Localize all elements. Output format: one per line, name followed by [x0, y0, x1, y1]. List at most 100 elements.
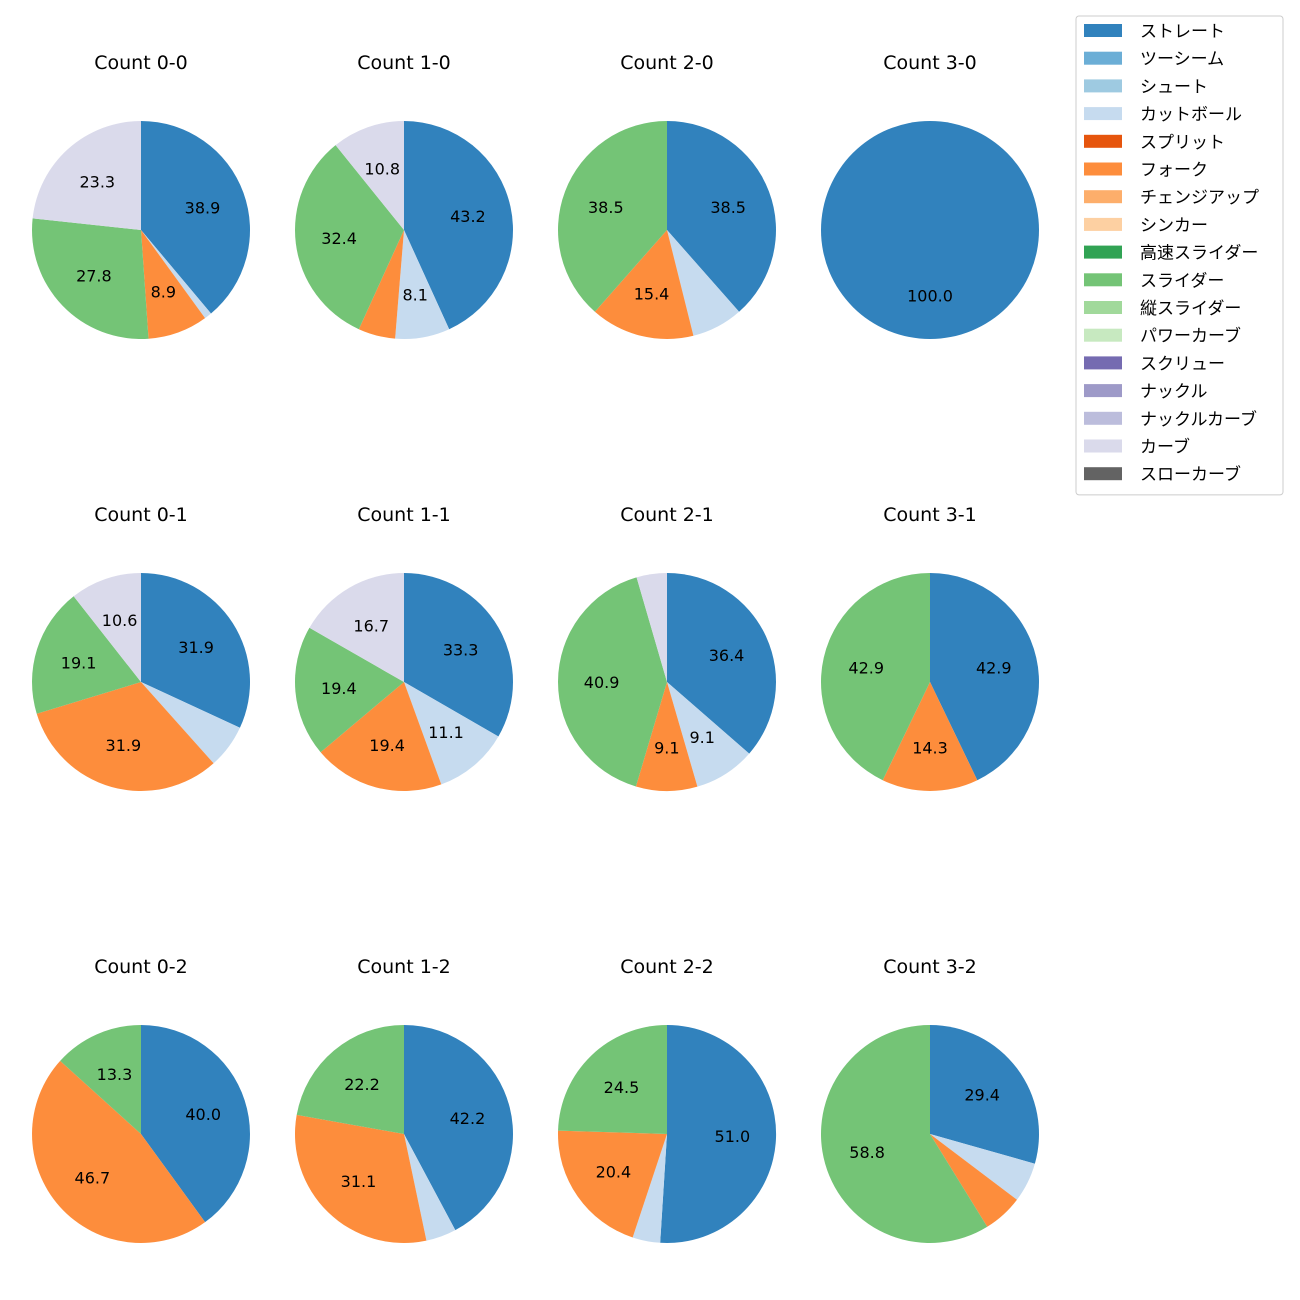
slice-label: 20.4 [596, 1162, 632, 1181]
pie-title: Count 0-2 [94, 956, 188, 978]
slice-label: 38.5 [588, 198, 624, 217]
pie-slice [558, 1025, 667, 1134]
pie-slice [404, 1134, 456, 1241]
pie-slice [395, 230, 450, 340]
pie-title: Count 2-2 [620, 956, 714, 978]
slice-label: 19.1 [61, 653, 97, 672]
legend-swatch [1084, 134, 1122, 148]
slice-label: 10.6 [102, 611, 138, 630]
pie-slice [32, 1060, 206, 1243]
slice-label: 40.0 [185, 1105, 221, 1124]
legend-label: 縦スライダー [1140, 299, 1241, 319]
legend-label: ナックル [1140, 382, 1208, 402]
pie-slice [558, 577, 667, 787]
slice-label: 43.2 [450, 207, 486, 226]
legend-label: スクリュー [1140, 354, 1225, 374]
pie-slice [558, 121, 667, 312]
slice-label: 42.9 [848, 658, 884, 677]
pie-slice [141, 1025, 250, 1223]
legend-label: スライダー [1140, 271, 1224, 291]
legend: ストレートツーシームシュートカットボールスプリットフォークチェンジアップシンカー… [1075, 15, 1284, 496]
pie-title: Count 2-1 [620, 504, 714, 526]
pie-slice [820, 573, 930, 781]
pie-slice [320, 682, 442, 792]
slice-label: 23.3 [79, 172, 115, 191]
pie-title: Count 3-0 [883, 52, 977, 74]
slice-label: 19.4 [369, 736, 405, 755]
pie-12: Count 3-2 29.4 58.8 [820, 956, 1039, 1243]
slice-label: 51.0 [715, 1127, 751, 1146]
pie-slice [667, 121, 776, 312]
legend-swatch [1084, 384, 1122, 398]
pie-slice [141, 573, 251, 728]
slice-label: 42.9 [976, 658, 1012, 677]
slice-label: 100.0 [907, 286, 953, 305]
slice-label: 58.8 [849, 1143, 885, 1162]
pie-slice [667, 682, 750, 787]
pie-slice [882, 682, 978, 792]
slice-label: 36.4 [709, 646, 745, 665]
slice-label: 40.9 [584, 673, 620, 692]
pie-10: Count 1-2 42.2 31.1 22.2 [294, 956, 514, 1244]
slice-label: 19.4 [321, 679, 357, 698]
pie-slice [660, 1025, 777, 1243]
legend-label: 高速スライダー [1140, 244, 1258, 264]
pie-slice [404, 121, 513, 330]
pie-title: Count 1-1 [357, 504, 451, 526]
pie-slice [295, 145, 404, 330]
pie-slice [141, 230, 212, 319]
pie-slice [594, 230, 694, 339]
legend-swatch [1084, 328, 1122, 342]
pie-slice [296, 1025, 404, 1134]
legend-swatch [1084, 356, 1122, 370]
pie-1: Count 0-0 38.9 8.9 27.8 23.3 [31, 52, 251, 340]
pie-title: Count 1-2 [357, 956, 451, 978]
pie-slice [141, 682, 240, 764]
legend-frame [1075, 15, 1284, 496]
slice-label: 42.2 [450, 1109, 486, 1128]
legend-swatch [1084, 217, 1122, 231]
legend-swatch [1084, 245, 1122, 259]
pie-6: Count 1-1 33.3 11.1 19.4 19.4 16.7 [294, 504, 514, 792]
legend-swatch [1084, 79, 1122, 93]
legend-swatch [1084, 107, 1122, 121]
pie-slice [309, 573, 404, 682]
legend-swatch [1084, 51, 1122, 65]
pie-slice [404, 573, 514, 737]
pie-slice [358, 230, 404, 339]
slice-label: 38.5 [710, 198, 746, 217]
legend-label: スローカーブ [1140, 464, 1241, 485]
pies-group: Count 0-0 38.9 8.9 27.8 23.3 Count 1-0 43.2 8.1… [31, 52, 1040, 1244]
pie-title: Count 3-1 [883, 504, 977, 526]
legend-label: シュート [1140, 77, 1208, 97]
slice-label: 22.2 [344, 1075, 380, 1094]
pie-slice [821, 121, 1039, 339]
pie-11: Count 2-2 51.0 20.4 24.5 [557, 956, 777, 1243]
legend-swatch [1084, 162, 1122, 176]
slice-label: 11.1 [428, 723, 464, 742]
slice-label: 33.3 [443, 640, 479, 659]
legend-label: チェンジアップ [1140, 188, 1259, 208]
slice-label: 15.4 [634, 285, 670, 304]
legend-label: スプリット [1140, 133, 1225, 153]
legend-label: ストレート [1140, 22, 1225, 42]
legend-label: ツーシーム [1140, 50, 1224, 70]
legend-label: カットボール [1140, 105, 1242, 125]
pie-slice [557, 1130, 667, 1238]
pie-slice [36, 682, 214, 792]
slice-label: 16.7 [353, 616, 389, 635]
pie-slice [335, 121, 404, 230]
pie-2: Count 1-0 43.2 8.1 32.4 10.8 [295, 52, 513, 340]
slice-label: 38.9 [185, 199, 221, 218]
pie-slice [32, 596, 141, 714]
pie-title: Count 2-0 [620, 52, 714, 74]
legend-swatch [1084, 411, 1122, 425]
legend-swatch [1084, 24, 1122, 37]
pie-slice [294, 627, 404, 753]
slice-label: 9.1 [654, 738, 679, 757]
pie-title: Count 3-2 [883, 956, 977, 978]
pie-slice [930, 1025, 1039, 1164]
pie-5: Count 0-1 31.9 31.9 19.1 10.6 [32, 504, 251, 792]
pie-slice [141, 121, 251, 314]
